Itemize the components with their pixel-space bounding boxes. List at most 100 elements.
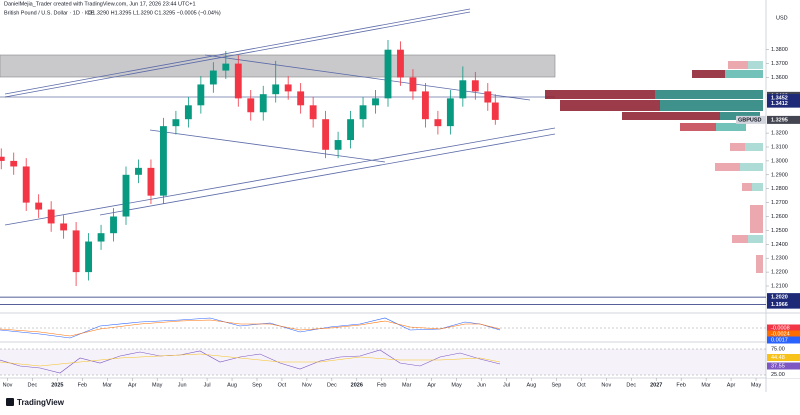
x-tick-label: Apr: [128, 382, 137, 388]
y-tick-label: 1.3100: [771, 144, 788, 150]
channel-bottom-2: [99, 133, 556, 216]
x-tick-label: Feb: [78, 382, 87, 388]
vp-bar: [560, 100, 660, 111]
vp-bar: [756, 255, 763, 273]
brand: TradingView: [6, 398, 65, 407]
x-tick-label: Apr: [427, 382, 436, 388]
x-tick-label: 2027: [650, 382, 662, 388]
candle-body: [409, 77, 417, 92]
vp-bar: [715, 163, 740, 171]
vp-bar: [740, 163, 763, 171]
candle-body: [309, 105, 317, 120]
y-tick-label: 1.2300: [771, 256, 788, 262]
indicator-label: 25.00: [771, 372, 785, 378]
x-tick-label: Sep: [252, 382, 262, 388]
indicator-label: 0.0017: [771, 337, 788, 343]
x-tick-label: Jul: [503, 382, 510, 388]
vp-bar: [750, 205, 763, 233]
candle-body: [347, 119, 354, 141]
indicator-label-box: [767, 330, 800, 338]
candle-body: [284, 84, 292, 92]
price-label-box: [767, 99, 800, 108]
y-tick-label: 1.2700: [771, 200, 788, 206]
x-tick-label: Aug: [227, 382, 237, 388]
vp-bar: [728, 61, 748, 69]
channel-top-2: [4, 8, 471, 95]
candle-body: [147, 167, 155, 196]
indicator-label: 44.48: [771, 355, 785, 361]
x-tick-label: Mar: [103, 382, 113, 388]
x-tick-label: May: [751, 382, 762, 388]
chart-title: British Pound / U.S. Dollar · 1D · ICE: [4, 10, 94, 16]
x-tick-label: Nov: [601, 382, 611, 388]
y-tick-label: 1.2800: [771, 186, 788, 192]
candle-body: [197, 84, 205, 106]
x-tick-label: Sep: [552, 382, 562, 388]
y-tick-label: 1.3600: [771, 75, 788, 81]
candle-body: [297, 91, 305, 106]
vp-bar: [748, 235, 763, 243]
candle-body: [259, 94, 267, 113]
indicator-label-box: [767, 336, 800, 344]
indicator-label-box: [767, 362, 800, 370]
indicator-label-box: [767, 345, 800, 353]
x-tick-label: Jun: [477, 382, 486, 388]
y-tick-label: 1.2900: [771, 172, 788, 178]
price-label-box: [767, 115, 800, 124]
marks: [0, 39, 499, 287]
vp-bar: [545, 90, 655, 99]
candle-body: [10, 160, 18, 167]
candle-body: [322, 119, 330, 150]
vp-bar: [692, 70, 725, 78]
candle-body: [184, 105, 192, 120]
candle-body: [85, 241, 93, 273]
candle-body: [60, 223, 68, 231]
price-label-box: [767, 300, 800, 309]
x-tick-label: Jun: [178, 382, 187, 388]
y-tick-label: 1.3200: [771, 131, 788, 137]
candle-body: [47, 209, 55, 224]
candle-body: [247, 98, 255, 113]
candle-body: [359, 105, 367, 120]
indicator-label: 37.55: [771, 363, 785, 369]
candle-body: [222, 63, 230, 71]
candle-body: [97, 233, 105, 242]
x-tick-label: Oct: [278, 382, 287, 388]
creator: DanielMejia_Trader created with TradingV…: [4, 1, 196, 7]
rsi-ma: [0, 353, 501, 367]
x-tick-label: Dec: [327, 382, 337, 388]
vp-bar: [660, 100, 763, 111]
candle-body: [159, 126, 167, 196]
candle-body: [459, 80, 467, 99]
price-label: 1.3295: [771, 117, 788, 123]
indicator-label: 75.00: [771, 346, 785, 352]
x-tick-label: Aug: [527, 382, 537, 388]
resistance-zone: [0, 54, 556, 78]
rsi-band: [0, 349, 766, 375]
vp-bar: [680, 123, 716, 131]
y-tick-label: 1.2100: [771, 283, 788, 289]
candle-body: [272, 84, 280, 95]
vp-bar: [752, 183, 763, 191]
candle-body: [110, 216, 117, 234]
x-tick-label: Dec: [28, 382, 38, 388]
indicator-label-box: [767, 324, 800, 332]
x-tick-label: Mar: [402, 382, 412, 388]
candle-body: [434, 119, 442, 127]
x-tick-label: Dec: [626, 382, 636, 388]
ohlc: O1.3290 H1.3295 L1.3290 C1.3295 −0.0005 …: [88, 10, 221, 16]
x-tick-label: Apr: [727, 382, 736, 388]
candle-body: [334, 140, 342, 150]
vp-bar: [622, 112, 720, 120]
candle-body: [484, 91, 492, 103]
price-label-box: [767, 293, 800, 302]
x-tick-label: Feb: [676, 382, 685, 388]
channel-bottom: [4, 127, 556, 226]
vp-bar: [742, 183, 752, 191]
price-label: 1.1966: [771, 302, 788, 308]
y-tick-label: 1.2600: [771, 214, 788, 220]
vp-bar: [716, 123, 746, 131]
volume-profile: [545, 61, 763, 273]
candle-body: [446, 98, 454, 127]
